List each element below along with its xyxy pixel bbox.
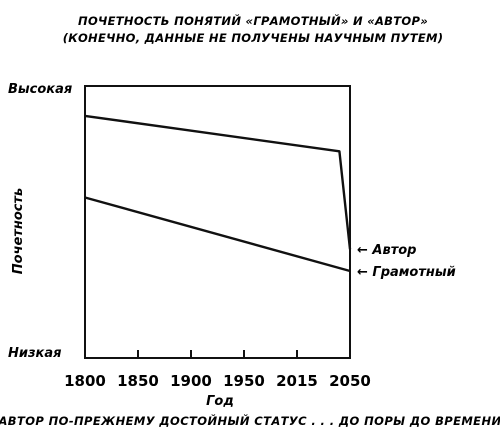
x-axis-title: Год bbox=[206, 394, 234, 409]
y-top-label: Высокая bbox=[8, 82, 72, 97]
series-line bbox=[84, 114, 352, 250]
legend-series-name: Грамотный bbox=[372, 265, 455, 280]
legend: ← Автор ← Грамотный bbox=[357, 243, 456, 280]
y-axis-title: Почетность bbox=[11, 188, 26, 274]
legend-label: ← Грамотный bbox=[357, 265, 456, 280]
x-tick-label: 2050 bbox=[329, 372, 371, 390]
series-lines bbox=[84, 114, 352, 273]
series-line bbox=[84, 196, 351, 273]
x-tick-label: 1900 bbox=[170, 372, 212, 390]
x-tick-labels: 1800 1850 1900 1950 2015 2050 bbox=[64, 372, 371, 390]
x-tick-label: 1950 bbox=[223, 372, 265, 390]
y-bottom-label: Низкая bbox=[8, 346, 62, 361]
plot-frame bbox=[84, 85, 351, 359]
x-tick-label: 1850 bbox=[117, 372, 159, 390]
x-tick-marks bbox=[84, 350, 351, 358]
legend-series-name: Автор bbox=[371, 243, 416, 258]
x-tick-label: 2015 bbox=[276, 372, 318, 390]
chart-caption: АВТОР ПО-ПРЕЖНЕМУ ДОСТОЙНЫЙ СТАТУС . . .… bbox=[0, 413, 500, 428]
x-tick-label: 1800 bbox=[64, 372, 106, 390]
legend-label: ← Автор bbox=[357, 243, 416, 258]
chart-subtitle: (КОНЕЧНО, ДАННЫЕ НЕ ПОЛУЧЕНЫ НАУЧНЫМ ПУТ… bbox=[63, 31, 444, 45]
chart-title: ПОЧЕТНОСТЬ ПОНЯТИЙ «ГРАМОТНЫЙ» И «АВТОР» bbox=[78, 13, 428, 28]
